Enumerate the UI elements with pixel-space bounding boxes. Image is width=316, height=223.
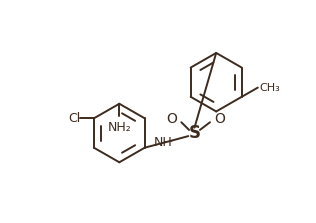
- Text: CH₃: CH₃: [259, 83, 280, 93]
- Text: O: O: [166, 112, 177, 126]
- Text: S: S: [189, 124, 200, 142]
- Text: NH: NH: [154, 136, 173, 149]
- Text: O: O: [215, 112, 226, 126]
- Text: Cl: Cl: [68, 112, 81, 125]
- Text: NH₂: NH₂: [107, 122, 131, 134]
